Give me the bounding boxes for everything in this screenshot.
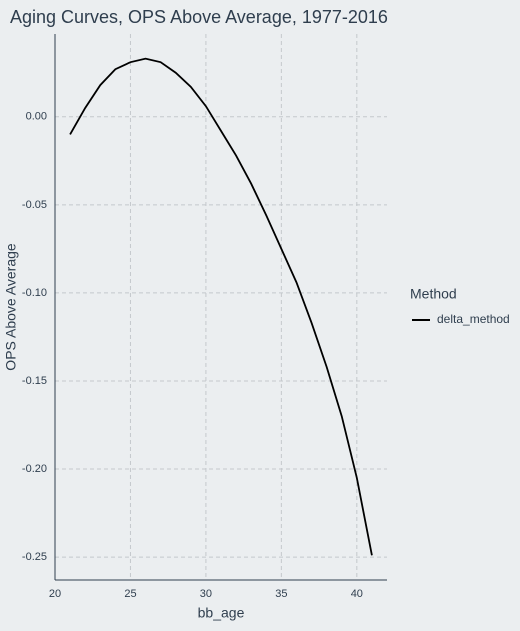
data-line (69, 57, 373, 556)
y-tick-label: -0.10 (22, 287, 47, 299)
legend-label: delta_method (437, 312, 510, 326)
x-tick-label: 30 (200, 588, 212, 600)
x-tick-label: 40 (351, 588, 363, 600)
chart-title: Aging Curves, OPS Above Average, 1977-20… (10, 7, 388, 27)
x-tick-label: 20 (49, 588, 61, 600)
y-tick-label: -0.20 (22, 463, 47, 475)
x-axis-label: bb_age (198, 605, 245, 621)
y-tick-label: 0.00 (26, 111, 47, 123)
y-axis-label: OPS Above Average (3, 243, 19, 371)
y-tick-label: -0.15 (22, 375, 47, 387)
x-tick-label: 35 (275, 588, 287, 600)
legend-title: Method (410, 286, 457, 302)
y-tick-label: -0.25 (22, 551, 47, 563)
y-tick-label: -0.05 (22, 199, 47, 211)
x-tick-label: 25 (124, 588, 136, 600)
